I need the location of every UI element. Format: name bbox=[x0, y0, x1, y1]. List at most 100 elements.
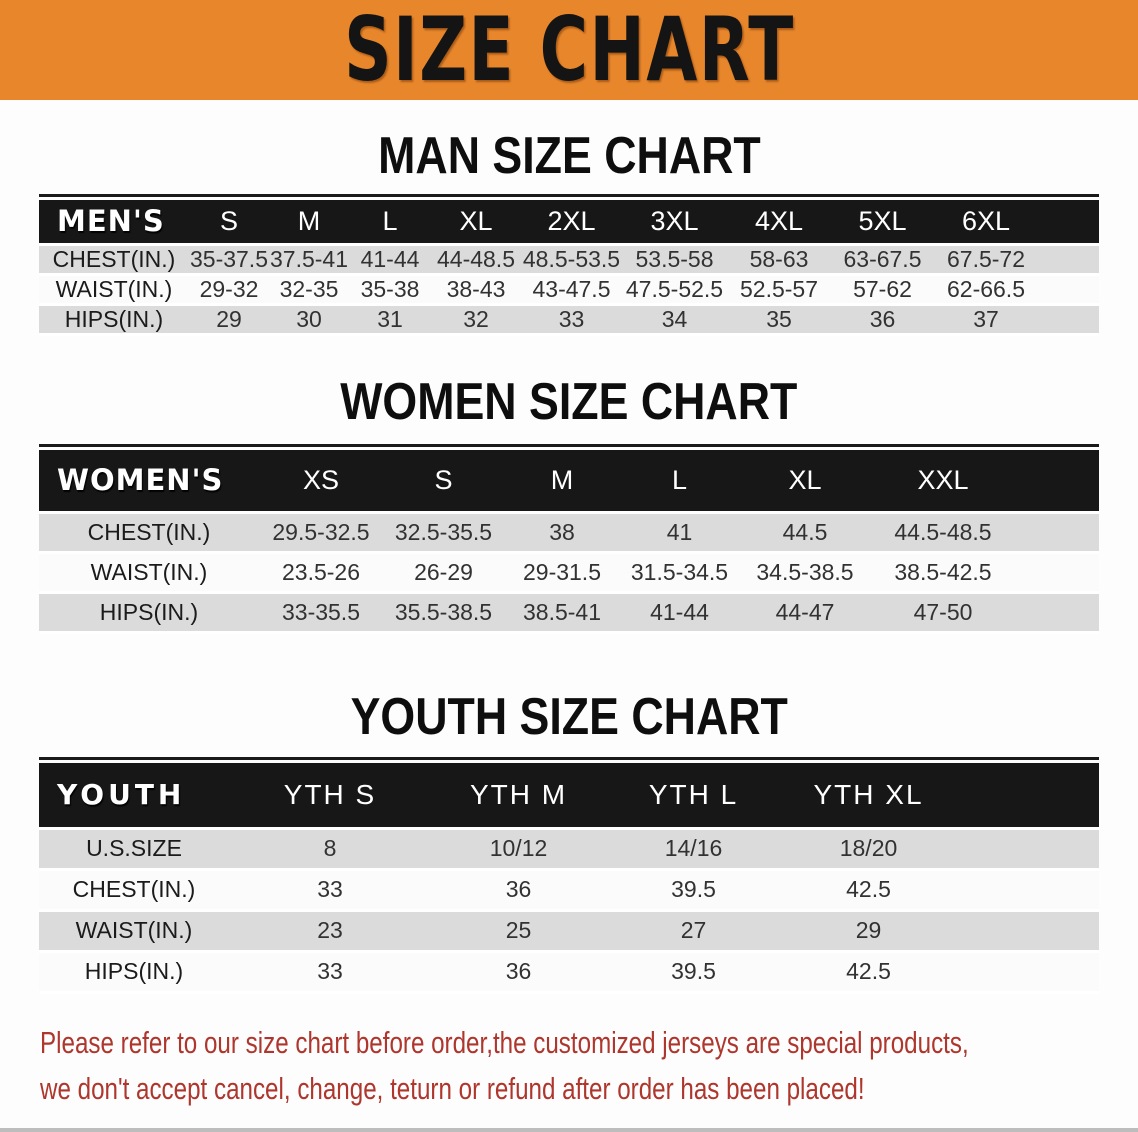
youth-table-corner-label: YOUTH bbox=[39, 763, 229, 830]
row-label: HIPS(IN.) bbox=[39, 592, 259, 634]
women-table-corner-label: WOMEN'S bbox=[39, 449, 259, 514]
row-label: HIPS(IN.) bbox=[39, 951, 229, 994]
size-value: 47-50 bbox=[871, 592, 1015, 634]
size-value: 42.5 bbox=[781, 869, 956, 912]
size-value: 38.5-42.5 bbox=[871, 552, 1015, 594]
women-size-table: WOMEN'S XS S M L XL XXL CHEST(IN.) 29.5-… bbox=[39, 449, 1099, 634]
spacer-cell bbox=[956, 828, 1099, 871]
size-value: 36 bbox=[831, 304, 934, 336]
size-value: 27 bbox=[606, 910, 781, 953]
spacer-cell bbox=[1038, 200, 1099, 246]
size-column-header: YTH L bbox=[606, 763, 781, 830]
women-section-heading: WOMEN SIZE CHART bbox=[0, 374, 1138, 430]
size-value: 10/12 bbox=[431, 828, 606, 871]
size-value: 43-47.5 bbox=[521, 274, 622, 306]
size-value: 30 bbox=[269, 304, 349, 336]
size-value: 37 bbox=[934, 304, 1038, 336]
size-value: 63-67.5 bbox=[831, 244, 934, 276]
size-value: 57-62 bbox=[831, 274, 934, 306]
spacer-cell bbox=[956, 910, 1099, 953]
women-table-header-row: WOMEN'S XS S M L XL XXL bbox=[39, 449, 1099, 514]
size-value: 38.5-41 bbox=[504, 592, 620, 634]
table-row: HIPS(IN.) 33 36 39.5 42.5 bbox=[39, 951, 1099, 994]
size-value: 38 bbox=[504, 512, 620, 554]
size-column-header: M bbox=[504, 449, 620, 514]
size-value: 8 bbox=[229, 828, 431, 871]
row-label: WAIST(IN.) bbox=[39, 274, 189, 306]
size-value: 33 bbox=[521, 304, 622, 336]
table-row: WAIST(IN.) 23.5-26 26-29 29-31.5 31.5-34… bbox=[39, 552, 1099, 594]
men-size-table-wrap: MEN'S S M L XL 2XL 3XL 4XL 5XL 6XL CHEST… bbox=[39, 194, 1099, 336]
size-value: 31 bbox=[349, 304, 431, 336]
men-table-header-row: MEN'S S M L XL 2XL 3XL 4XL 5XL 6XL bbox=[39, 200, 1099, 246]
size-value: 31.5-34.5 bbox=[620, 552, 739, 594]
size-value: 23.5-26 bbox=[259, 552, 383, 594]
size-value: 39.5 bbox=[606, 869, 781, 912]
spacer-cell bbox=[956, 763, 1099, 830]
size-value: 41-44 bbox=[349, 244, 431, 276]
men-table-corner-label: MEN'S bbox=[39, 200, 189, 246]
size-value: 33-35.5 bbox=[259, 592, 383, 634]
spacer-cell bbox=[956, 869, 1099, 912]
size-value: 48.5-53.5 bbox=[521, 244, 622, 276]
youth-table-header-row: YOUTH YTH S YTH M YTH L YTH XL bbox=[39, 763, 1099, 830]
row-label: WAIST(IN.) bbox=[39, 910, 229, 953]
size-value: 32 bbox=[431, 304, 521, 336]
size-value: 35-38 bbox=[349, 274, 431, 306]
row-label: WAIST(IN.) bbox=[39, 552, 259, 594]
size-value: 36 bbox=[431, 951, 606, 994]
men-size-table: MEN'S S M L XL 2XL 3XL 4XL 5XL 6XL CHEST… bbox=[39, 200, 1099, 336]
size-column-header: XL bbox=[739, 449, 871, 514]
women-heading-text: WOMEN SIZE CHART bbox=[340, 372, 798, 431]
size-value: 33 bbox=[229, 951, 431, 994]
spacer-cell bbox=[1038, 244, 1099, 276]
row-label: CHEST(IN.) bbox=[39, 869, 229, 912]
size-value: 41 bbox=[620, 512, 739, 554]
size-value: 29-32 bbox=[189, 274, 269, 306]
table-row: HIPS(IN.) 29 30 31 32 33 34 35 36 37 bbox=[39, 304, 1099, 336]
size-value: 35 bbox=[727, 304, 831, 336]
size-column-header: S bbox=[383, 449, 504, 514]
size-column-header: YTH S bbox=[229, 763, 431, 830]
row-label: HIPS(IN.) bbox=[39, 304, 189, 336]
size-value: 67.5-72 bbox=[934, 244, 1038, 276]
size-column-header: M bbox=[269, 200, 349, 246]
size-value: 44.5 bbox=[739, 512, 871, 554]
table-row: HIPS(IN.) 33-35.5 35.5-38.5 38.5-41 41-4… bbox=[39, 592, 1099, 634]
size-value: 36 bbox=[431, 869, 606, 912]
men-section-heading: MAN SIZE CHART bbox=[0, 128, 1138, 184]
size-column-header: YTH XL bbox=[781, 763, 956, 830]
size-value: 47.5-52.5 bbox=[622, 274, 727, 306]
size-value: 38-43 bbox=[431, 274, 521, 306]
size-column-header: 3XL bbox=[622, 200, 727, 246]
size-column-header: XXL bbox=[871, 449, 1015, 514]
size-value: 53.5-58 bbox=[622, 244, 727, 276]
banner-title: SIZE CHART bbox=[343, 0, 795, 101]
youth-size-table: YOUTH YTH S YTH M YTH L YTH XL U.S.SIZE … bbox=[39, 763, 1099, 994]
women-size-table-wrap: WOMEN'S XS S M L XL XXL CHEST(IN.) 29.5-… bbox=[39, 443, 1099, 634]
size-value: 35-37.5 bbox=[189, 244, 269, 276]
youth-size-table-wrap: YOUTH YTH S YTH M YTH L YTH XL U.S.SIZE … bbox=[39, 757, 1099, 994]
size-value: 25 bbox=[431, 910, 606, 953]
size-value: 34.5-38.5 bbox=[739, 552, 871, 594]
size-column-header: 6XL bbox=[934, 200, 1038, 246]
size-value: 44.5-48.5 bbox=[871, 512, 1015, 554]
spacer-cell bbox=[956, 951, 1099, 994]
disclaimer-line-2: we don't accept cancel, change, teturn o… bbox=[40, 1070, 865, 1106]
size-column-header: 2XL bbox=[521, 200, 622, 246]
size-value: 29 bbox=[781, 910, 956, 953]
size-value: 62-66.5 bbox=[934, 274, 1038, 306]
size-column-header: YTH M bbox=[431, 763, 606, 830]
size-value: 39.5 bbox=[606, 951, 781, 994]
table-row: U.S.SIZE 8 10/12 14/16 18/20 bbox=[39, 828, 1099, 871]
size-value: 37.5-41 bbox=[269, 244, 349, 276]
spacer-cell bbox=[1015, 592, 1099, 634]
size-value: 44-47 bbox=[739, 592, 871, 634]
youth-heading-text: YOUTH SIZE CHART bbox=[350, 688, 788, 746]
size-value: 32.5-35.5 bbox=[383, 512, 504, 554]
size-value: 18/20 bbox=[781, 828, 956, 871]
size-column-header: S bbox=[189, 200, 269, 246]
spacer-cell bbox=[1015, 552, 1099, 594]
size-value: 23 bbox=[229, 910, 431, 953]
size-value: 29 bbox=[189, 304, 269, 336]
